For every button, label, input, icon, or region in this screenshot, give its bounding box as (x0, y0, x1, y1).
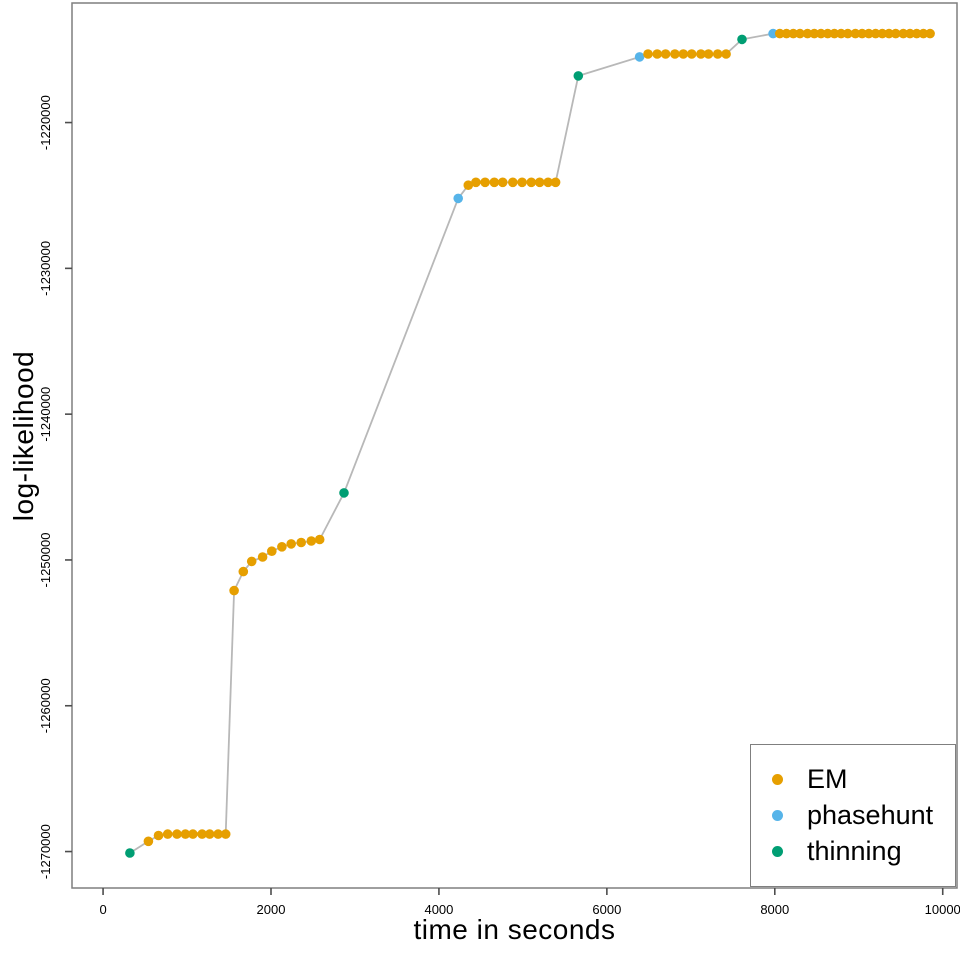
data-point-em (816, 28, 826, 39)
series-connector-line (129, 32, 931, 854)
data-point-em (246, 556, 257, 567)
data-point-em (286, 539, 297, 549)
data-point-em (463, 180, 474, 190)
data-point-em (836, 28, 846, 39)
data-point-em (220, 829, 231, 839)
data-point-em (850, 28, 861, 39)
data-point-thinning (339, 488, 349, 498)
x-axis-tick-label: 0 (99, 902, 106, 917)
data-point-em (172, 829, 182, 839)
y-axis-tick-label: -1270000 (38, 824, 53, 879)
plot-box (71, 2, 958, 889)
data-point-em (534, 177, 545, 188)
legend-item-em: EM (751, 762, 955, 798)
legend-item-thinning: thinning (751, 834, 955, 870)
x-axis-tick-label: 4000 (424, 902, 453, 917)
data-point-em (781, 28, 792, 39)
data-point-thinning (125, 848, 135, 858)
data-point-em (238, 566, 249, 577)
x-axis-title: time in seconds (413, 914, 616, 945)
data-point-em (314, 534, 325, 545)
data-point-em (213, 829, 223, 839)
data-point-em (197, 829, 207, 839)
data-point-em (660, 49, 671, 59)
data-point-em (788, 28, 799, 39)
data-point-em (508, 177, 518, 188)
phasehunt-series-dot-icon (772, 810, 783, 821)
data-point-phasehunt (453, 193, 464, 204)
y-axis-tick-label: -1260000 (38, 678, 53, 733)
x-axis-tick-label: 6000 (592, 902, 621, 917)
em-series-dot-icon (772, 774, 783, 785)
data-point-em (670, 49, 680, 59)
data-point-em (843, 28, 853, 39)
data-point-em (643, 49, 653, 59)
y-axis-title: log-likelihood (8, 350, 39, 522)
data-point-em (550, 177, 561, 188)
data-point-em (180, 829, 191, 839)
data-point-em (905, 28, 915, 39)
data-point-em (543, 177, 553, 188)
data-point-em (517, 177, 527, 188)
data-point-em (884, 28, 894, 39)
data-point-em (257, 552, 268, 562)
data-point-em (857, 28, 867, 39)
data-point-em (229, 585, 239, 596)
data-point-em (143, 836, 154, 847)
x-axis-tick-label: 10000 (925, 902, 960, 917)
legend-label-em: EM (807, 764, 848, 794)
thinning-series-dot-icon (772, 846, 783, 857)
data-point-em (864, 28, 874, 39)
data-point-em (686, 49, 697, 59)
legend-label-thinning: thinning (807, 836, 902, 866)
data-point-em (526, 177, 537, 188)
data-point-em (306, 536, 317, 546)
data-point-em (652, 49, 662, 59)
data-point-thinning (573, 71, 584, 81)
data-point-em (877, 28, 888, 39)
data-point-em (204, 829, 215, 839)
legend-label-phasehunt: phasehunt (807, 800, 934, 830)
data-point-phasehunt (768, 28, 778, 39)
data-point-phasehunt (634, 52, 645, 62)
data-point-em (489, 177, 500, 188)
data-point-em (678, 49, 689, 59)
data-point-em (925, 28, 935, 39)
data-point-em (911, 28, 922, 39)
x-axis-tick-label: 2000 (257, 902, 286, 917)
legend-item-phasehunt: phasehunt (751, 798, 955, 834)
data-point-em (829, 28, 840, 39)
data-point-em (153, 830, 164, 841)
data-point-em (471, 177, 481, 188)
data-point-em (898, 28, 909, 39)
data-point-em (918, 28, 929, 39)
data-point-em (775, 28, 785, 39)
data-point-em (267, 546, 277, 556)
data-point-em (188, 829, 198, 839)
y-axis-tick-label: -1250000 (38, 533, 53, 588)
data-point-em (870, 28, 881, 39)
y-axis-tick-label: -1230000 (38, 241, 53, 296)
data-point-em (703, 49, 714, 59)
data-point-em (802, 28, 813, 39)
data-point-em (162, 829, 173, 839)
y-axis-tick-label: -1240000 (38, 387, 53, 442)
data-point-em (721, 49, 731, 59)
data-point-em (795, 28, 805, 39)
y-axis-tick-label: -1220000 (38, 95, 53, 150)
x-axis-tick-label: 8000 (760, 902, 789, 917)
data-point-em (696, 49, 706, 59)
chart-legend: EM phasehunt thinning (750, 744, 956, 887)
data-point-em (296, 537, 307, 548)
data-point-em (480, 177, 490, 188)
data-point-em (890, 28, 901, 39)
data-point-em (497, 177, 508, 188)
data-point-em (277, 542, 287, 552)
data-point-em (809, 28, 820, 39)
data-point-thinning (737, 34, 747, 45)
data-point-em (712, 49, 723, 59)
data-point-em (822, 28, 833, 39)
